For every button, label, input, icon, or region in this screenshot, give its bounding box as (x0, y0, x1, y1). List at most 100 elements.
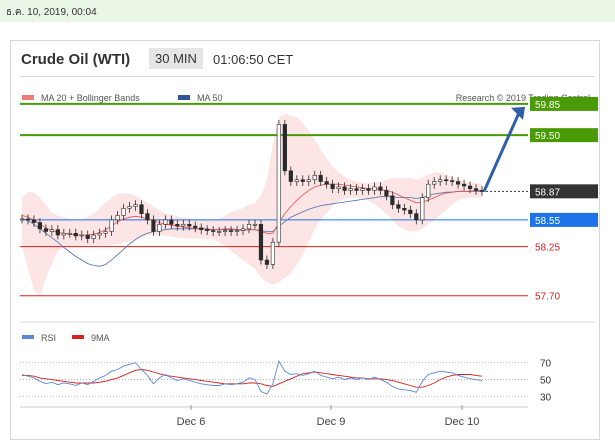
candle-body-76 (473, 188, 479, 191)
bollinger-band-area (22, 113, 482, 296)
candle-body-6 (55, 229, 60, 236)
candle-body-43 (276, 124, 281, 243)
candle-body-64 (402, 207, 407, 211)
top-bar: ธ.ค. 10, 2019, 00:04 (0, 0, 615, 22)
candle-body-65 (408, 209, 413, 214)
candle-body-69 (432, 181, 437, 185)
candle-body-13 (97, 232, 102, 236)
candle-body-21 (145, 213, 150, 221)
candle-body-75 (467, 185, 473, 189)
candle-body-39 (252, 224, 258, 226)
candle-body-37 (240, 228, 246, 231)
candle-body-71 (444, 179, 449, 182)
ma20-line (21, 183, 482, 236)
level-label-59.50: 59.50 (535, 131, 560, 142)
rsi-tick-70: 70 (540, 359, 552, 370)
candle-body-38 (246, 224, 252, 230)
candle-body-72 (450, 180, 455, 182)
candle-body-53 (336, 186, 341, 189)
level-label-59.85: 59.85 (535, 100, 560, 111)
candle-body-70 (438, 179, 443, 182)
candle-body-2 (31, 219, 37, 223)
candle-body-1 (25, 218, 31, 221)
candle-body-34 (223, 230, 228, 232)
candle-body-73 (456, 181, 461, 185)
candle-body-49 (312, 174, 317, 181)
candle-body-29 (193, 225, 198, 229)
candle-body-18 (127, 206, 132, 209)
rsi-legend-swatch (22, 335, 34, 339)
candle-body-51 (324, 181, 329, 185)
candle-body-33 (217, 231, 222, 233)
candle-body-56 (354, 188, 359, 191)
main-plot: 59.85 59.50 58.87 58.55 58.25 57.70 (19, 96, 598, 303)
rsi-legend-label: RSI (41, 333, 56, 343)
x-tick-label-1: Dec 9 (317, 416, 346, 428)
rsi-ma-legend-swatch (72, 335, 84, 339)
level-label-58.25: 58.25 (535, 243, 560, 254)
candle-body-36 (234, 230, 240, 232)
candle-body-60 (378, 186, 383, 191)
forecast-arrow-shaft (482, 112, 521, 192)
rsi-ma-legend-label: 9MA (91, 333, 110, 343)
candle-body-41 (264, 259, 270, 265)
instrument-title: Crude Oil (WTI) (21, 51, 131, 68)
rsi-tick-30: 30 (540, 393, 552, 404)
x-tick-label-0: Dec 6 (177, 416, 206, 428)
rsi-line (21, 359, 483, 395)
candle-body-23 (157, 224, 162, 232)
candle-body-74 (461, 183, 467, 187)
candle-body-19 (133, 204, 138, 207)
candle-body-22 (151, 219, 156, 232)
candle-body-35 (228, 230, 234, 232)
candle-body-61 (384, 190, 389, 197)
header-divider (20, 76, 595, 77)
candle-body-54 (342, 186, 347, 191)
level-tag-58.87 (530, 184, 598, 199)
candle-body-62 (390, 195, 395, 206)
ma50-legend-label: MA 50 (197, 93, 223, 103)
candle-body-45 (288, 170, 293, 182)
candle-body-20 (139, 204, 144, 214)
source-credit: Research © 2019 Trading Central (456, 93, 590, 103)
candle-body-9 (73, 232, 78, 237)
candle-body-59 (372, 186, 377, 191)
rsi-ma9-line (22, 369, 483, 388)
candle-body-14 (103, 231, 108, 234)
candle-body-5 (49, 229, 54, 232)
candle-body-15 (109, 219, 114, 232)
candle-body-40 (258, 224, 264, 261)
x-tick-label-2: Dec 10 (445, 416, 480, 428)
candle-body-24 (163, 219, 168, 225)
candle-body-68 (426, 183, 431, 198)
candle-body-26 (175, 224, 180, 227)
level-label-58.55: 58.55 (535, 216, 560, 227)
timeframe-badge[interactable]: 30 MIN (149, 48, 203, 69)
level-label-57.70: 57.70 (535, 292, 560, 303)
candle-body-58 (366, 188, 371, 191)
candle-body-48 (306, 179, 311, 182)
candle-body-42 (270, 241, 276, 265)
candle-body-30 (199, 227, 204, 230)
rsi-tick-50: 50 (540, 376, 552, 387)
forecast-arrow-head (511, 106, 525, 120)
candle-body-52 (330, 183, 335, 189)
candle-body-16 (115, 215, 120, 221)
candle-body-32 (211, 230, 216, 232)
candle-body-10 (79, 234, 84, 237)
candle-body-11 (85, 234, 90, 239)
candle-body-47 (300, 179, 305, 182)
candle-body-8 (67, 232, 72, 235)
candle-body-3 (37, 222, 43, 230)
x-axis: Dec 6 Dec 9 Dec 10 (177, 405, 480, 428)
candle-body-44 (282, 124, 287, 172)
datetime-stamp: ธ.ค. 10, 2019, 00:04 (6, 7, 97, 18)
candle-body-7 (61, 232, 66, 236)
candle-body-50 (318, 174, 323, 182)
candle-body-4 (43, 228, 48, 232)
candle-body-25 (169, 219, 174, 225)
candle-body-55 (348, 188, 353, 191)
candle-body-67 (420, 197, 425, 221)
candle-body-46 (294, 179, 299, 182)
